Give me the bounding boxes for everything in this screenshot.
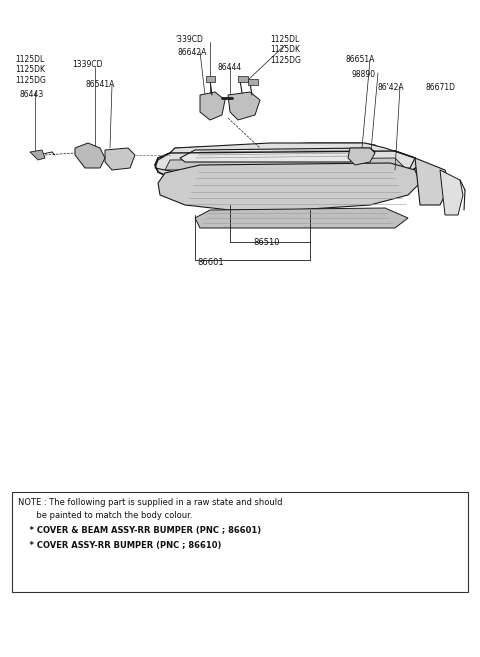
Text: 1125DL
1125DK
1125DG: 1125DL 1125DK 1125DG	[15, 55, 46, 85]
Text: 86510: 86510	[253, 238, 279, 247]
Polygon shape	[440, 170, 463, 215]
Text: 1125DL
1125DK
1125DG: 1125DL 1125DK 1125DG	[270, 35, 301, 65]
Text: 86444: 86444	[218, 63, 242, 72]
Text: NOTE : The following part is supplied in a raw state and should: NOTE : The following part is supplied in…	[18, 498, 283, 507]
Text: 86671D: 86671D	[425, 83, 455, 92]
Text: 86'42A: 86'42A	[378, 83, 405, 92]
Polygon shape	[206, 76, 215, 82]
Polygon shape	[155, 143, 415, 175]
Polygon shape	[170, 143, 385, 157]
Text: 1339CD: 1339CD	[72, 60, 103, 69]
Text: 86651A: 86651A	[345, 55, 374, 64]
Text: 98890: 98890	[352, 70, 376, 79]
Text: 86541A: 86541A	[85, 80, 114, 89]
Text: 86642A: 86642A	[178, 48, 207, 57]
Polygon shape	[195, 208, 408, 228]
Polygon shape	[348, 148, 375, 165]
Polygon shape	[415, 158, 450, 205]
Text: be painted to match the body colour.: be painted to match the body colour.	[18, 511, 192, 520]
Polygon shape	[158, 163, 420, 210]
Text: 86443: 86443	[20, 90, 44, 99]
Polygon shape	[180, 148, 375, 162]
FancyBboxPatch shape	[12, 492, 468, 592]
Text: 86601: 86601	[197, 258, 224, 267]
Text: '339CD: '339CD	[175, 35, 203, 44]
Text: * COVER ASSY-RR BUMPER (PNC ; 86610): * COVER ASSY-RR BUMPER (PNC ; 86610)	[18, 541, 221, 550]
Polygon shape	[155, 151, 420, 185]
Polygon shape	[200, 92, 225, 120]
Polygon shape	[238, 76, 248, 82]
Text: * COVER & BEAM ASSY-RR BUMPER (PNC ; 86601): * COVER & BEAM ASSY-RR BUMPER (PNC ; 866…	[18, 526, 261, 535]
Polygon shape	[75, 143, 105, 168]
Polygon shape	[30, 150, 45, 160]
Polygon shape	[165, 158, 405, 170]
Polygon shape	[105, 148, 135, 170]
Polygon shape	[248, 79, 258, 85]
Polygon shape	[228, 92, 260, 120]
